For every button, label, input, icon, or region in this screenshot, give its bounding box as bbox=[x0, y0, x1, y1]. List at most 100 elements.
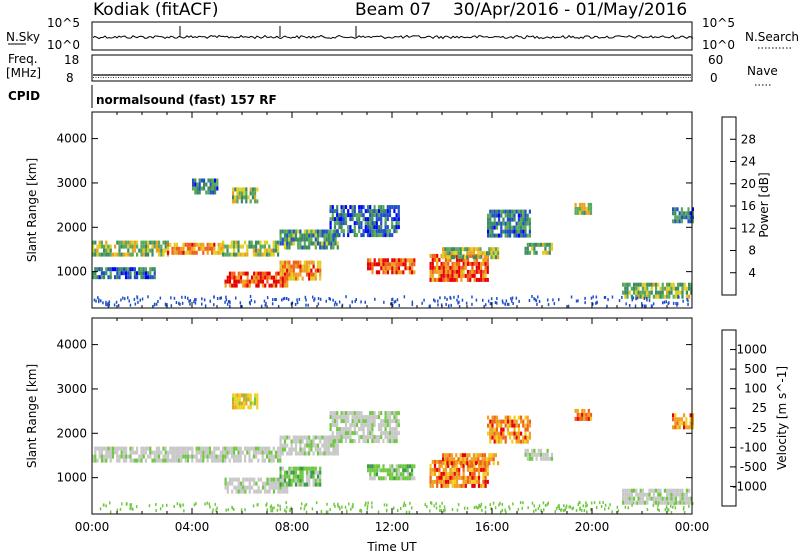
range-cell bbox=[151, 244, 154, 249]
range-cell bbox=[92, 454, 95, 459]
range-cell bbox=[382, 270, 385, 275]
range-cell bbox=[167, 242, 170, 247]
range-cell bbox=[411, 266, 414, 271]
range-cell bbox=[250, 458, 253, 463]
range-cell bbox=[681, 294, 684, 299]
range-cell bbox=[286, 489, 289, 494]
range-cell bbox=[520, 221, 523, 226]
range-cell bbox=[277, 450, 280, 455]
range-cell bbox=[574, 206, 577, 211]
range-cell bbox=[98, 454, 101, 459]
range-cell bbox=[314, 272, 317, 277]
range-cell bbox=[290, 447, 293, 452]
range-cell bbox=[646, 492, 649, 497]
range-cell bbox=[395, 411, 398, 416]
range-cell bbox=[360, 419, 363, 424]
range-cell bbox=[391, 258, 394, 263]
range-cell bbox=[321, 229, 324, 234]
range-cell bbox=[404, 476, 407, 481]
range-cell bbox=[182, 450, 185, 455]
range-cell bbox=[470, 247, 473, 252]
range-cell bbox=[94, 240, 97, 245]
ground-scatter-cell bbox=[325, 510, 328, 514]
ground-scatter-cell bbox=[424, 503, 426, 507]
range-cell bbox=[626, 290, 629, 295]
range-cell bbox=[308, 443, 311, 448]
range-cell bbox=[208, 454, 211, 459]
range-cell bbox=[639, 282, 642, 287]
range-cell bbox=[429, 277, 432, 282]
range-cell bbox=[685, 492, 688, 497]
range-cell bbox=[133, 248, 136, 253]
range-cell bbox=[663, 496, 666, 501]
range-cell bbox=[384, 221, 387, 226]
range-cell bbox=[252, 248, 255, 253]
ground-scatter-cell bbox=[563, 509, 565, 512]
range-cell bbox=[450, 255, 453, 260]
range-cell bbox=[244, 489, 247, 494]
range-cell bbox=[268, 485, 271, 490]
range-cell bbox=[587, 416, 590, 421]
range-cell bbox=[404, 464, 407, 469]
range-cell bbox=[502, 419, 505, 424]
ground-scatter-cell bbox=[113, 303, 116, 307]
range-cell bbox=[243, 191, 246, 196]
range-cell bbox=[641, 282, 644, 287]
ground-scatter-cell bbox=[130, 503, 132, 507]
range-cell bbox=[294, 237, 298, 242]
range-cell bbox=[471, 467, 474, 472]
range-cell bbox=[279, 435, 282, 440]
range-cell bbox=[429, 273, 432, 278]
range-cell bbox=[395, 468, 398, 473]
ground-scatter-cell bbox=[294, 303, 297, 306]
ground-scatter-cell bbox=[496, 297, 498, 300]
noise-trace bbox=[92, 26, 694, 40]
range-cell bbox=[648, 294, 651, 299]
range-cell bbox=[371, 266, 374, 271]
range-cell bbox=[458, 257, 461, 262]
range-cell bbox=[500, 427, 503, 432]
range-cell bbox=[585, 206, 588, 211]
range-cell bbox=[438, 475, 441, 480]
range-cell bbox=[373, 411, 376, 416]
ground-scatter-cell bbox=[97, 296, 99, 300]
range-cell bbox=[303, 264, 306, 269]
range-cell bbox=[473, 467, 476, 472]
range-cell bbox=[204, 450, 207, 455]
range-cell bbox=[393, 419, 396, 424]
range-cell bbox=[340, 229, 343, 234]
range-cell bbox=[689, 417, 692, 422]
range-cell bbox=[116, 454, 119, 459]
range-cell bbox=[133, 275, 136, 280]
range-cell bbox=[377, 233, 381, 238]
range-cell bbox=[393, 209, 396, 214]
ground-scatter-cell bbox=[313, 298, 315, 302]
range-cell bbox=[517, 431, 520, 436]
range-cell bbox=[522, 423, 525, 428]
range-cell bbox=[366, 233, 370, 238]
ground-scatter-cell bbox=[206, 501, 208, 505]
range-cell bbox=[635, 294, 638, 299]
range-cell bbox=[213, 242, 216, 247]
range-cell bbox=[358, 221, 361, 226]
range-cell bbox=[444, 261, 448, 266]
range-cell bbox=[279, 477, 282, 482]
range-cell bbox=[685, 294, 688, 299]
range-cell bbox=[458, 269, 461, 274]
ground-scatter-cell bbox=[590, 296, 593, 300]
range-cell bbox=[382, 419, 385, 424]
range-cell bbox=[178, 454, 181, 459]
range-cell bbox=[305, 264, 309, 269]
range-cell bbox=[327, 237, 331, 242]
ground-scatter-cell bbox=[595, 295, 598, 299]
range-cell bbox=[331, 209, 334, 214]
range-cell bbox=[672, 286, 675, 291]
range-cell bbox=[576, 408, 579, 413]
range-cell bbox=[677, 500, 680, 505]
range-cell bbox=[524, 213, 527, 218]
range-cell bbox=[458, 261, 461, 266]
range-cell bbox=[668, 294, 671, 299]
range-cell bbox=[448, 255, 451, 260]
ground-scatter-cell bbox=[397, 509, 399, 512]
range-cell bbox=[237, 244, 240, 249]
